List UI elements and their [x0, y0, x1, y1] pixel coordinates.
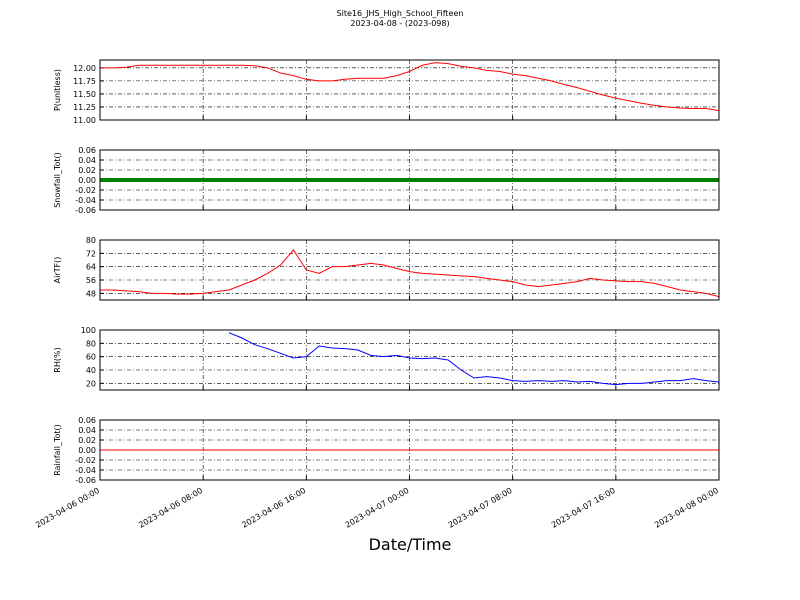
x-tick-label: 2023-04-06 16:00	[240, 486, 307, 530]
y-tick-label: 11.75	[73, 77, 96, 86]
x-tick-label: 2023-04-06 08:00	[137, 486, 204, 530]
y-tick-label: 48	[86, 289, 96, 298]
y-axis-label: RH(%)	[53, 347, 62, 372]
x-tick-label: 2023-04-06 00:00	[34, 486, 101, 530]
y-tick-label: 80	[86, 236, 96, 245]
data-line	[100, 249, 720, 298]
y-tick-label: 80	[86, 339, 96, 348]
y-tick-label: 60	[86, 353, 96, 362]
plot-frame	[99, 149, 720, 211]
chart-subtitle: 2023-04-08 - (2023-098)	[350, 19, 449, 28]
y-tick-label: -0.04	[75, 466, 96, 475]
y-axis-label: Snowfall_Tot()	[53, 152, 62, 208]
y-tick-label: 64	[86, 263, 96, 272]
y-tick-label: 40	[86, 366, 96, 375]
x-tick-label: 2023-04-07 08:00	[447, 486, 514, 530]
y-tick-label: 11.25	[73, 103, 96, 112]
y-tick-label: 100	[81, 326, 96, 335]
y-axis-label: P(unitless)	[53, 69, 62, 111]
plot-frame	[99, 329, 720, 391]
y-tick-label: -0.04	[75, 196, 96, 205]
y-tick-label: -0.06	[75, 206, 96, 215]
x-tick-label: 2023-04-07 00:00	[344, 486, 411, 530]
y-tick-label: 12.00	[73, 64, 96, 73]
x-tick-label: 2023-04-07 16:00	[550, 486, 617, 530]
y-axis-label: AirTF()	[53, 257, 62, 284]
y-axis-label: Rainfall_Tot()	[53, 424, 62, 476]
y-tick-label: 0.06	[78, 416, 96, 425]
data-line	[228, 332, 720, 386]
y-tick-label: 56	[86, 276, 96, 285]
y-tick-label: 0.02	[78, 436, 96, 445]
y-tick-label: 0.02	[78, 166, 96, 175]
y-tick-label: 0.04	[78, 426, 96, 435]
x-axis-label: Date/Time	[369, 535, 452, 554]
y-tick-label: 0.06	[78, 146, 96, 155]
y-tick-label: 20	[86, 379, 96, 388]
y-tick-label: -0.02	[75, 186, 96, 195]
x-tick-label: 2023-04-08 00:00	[653, 486, 720, 530]
y-tick-label: 72	[86, 249, 96, 258]
plot-frame	[99, 419, 720, 481]
plot-frame	[99, 239, 720, 301]
y-tick-label: 0.00	[78, 446, 96, 455]
y-tick-label: 0.00	[78, 176, 96, 185]
y-tick-label: 11.50	[73, 90, 96, 99]
y-tick-label: 11.00	[73, 116, 96, 125]
chart-title: Site16_JHS_High_School_Fifteen	[337, 9, 464, 18]
data-line	[100, 62, 720, 112]
y-tick-label: 0.04	[78, 156, 96, 165]
y-tick-label: -0.02	[75, 456, 96, 465]
y-tick-label: -0.06	[75, 476, 96, 485]
plot-frame	[99, 59, 720, 121]
